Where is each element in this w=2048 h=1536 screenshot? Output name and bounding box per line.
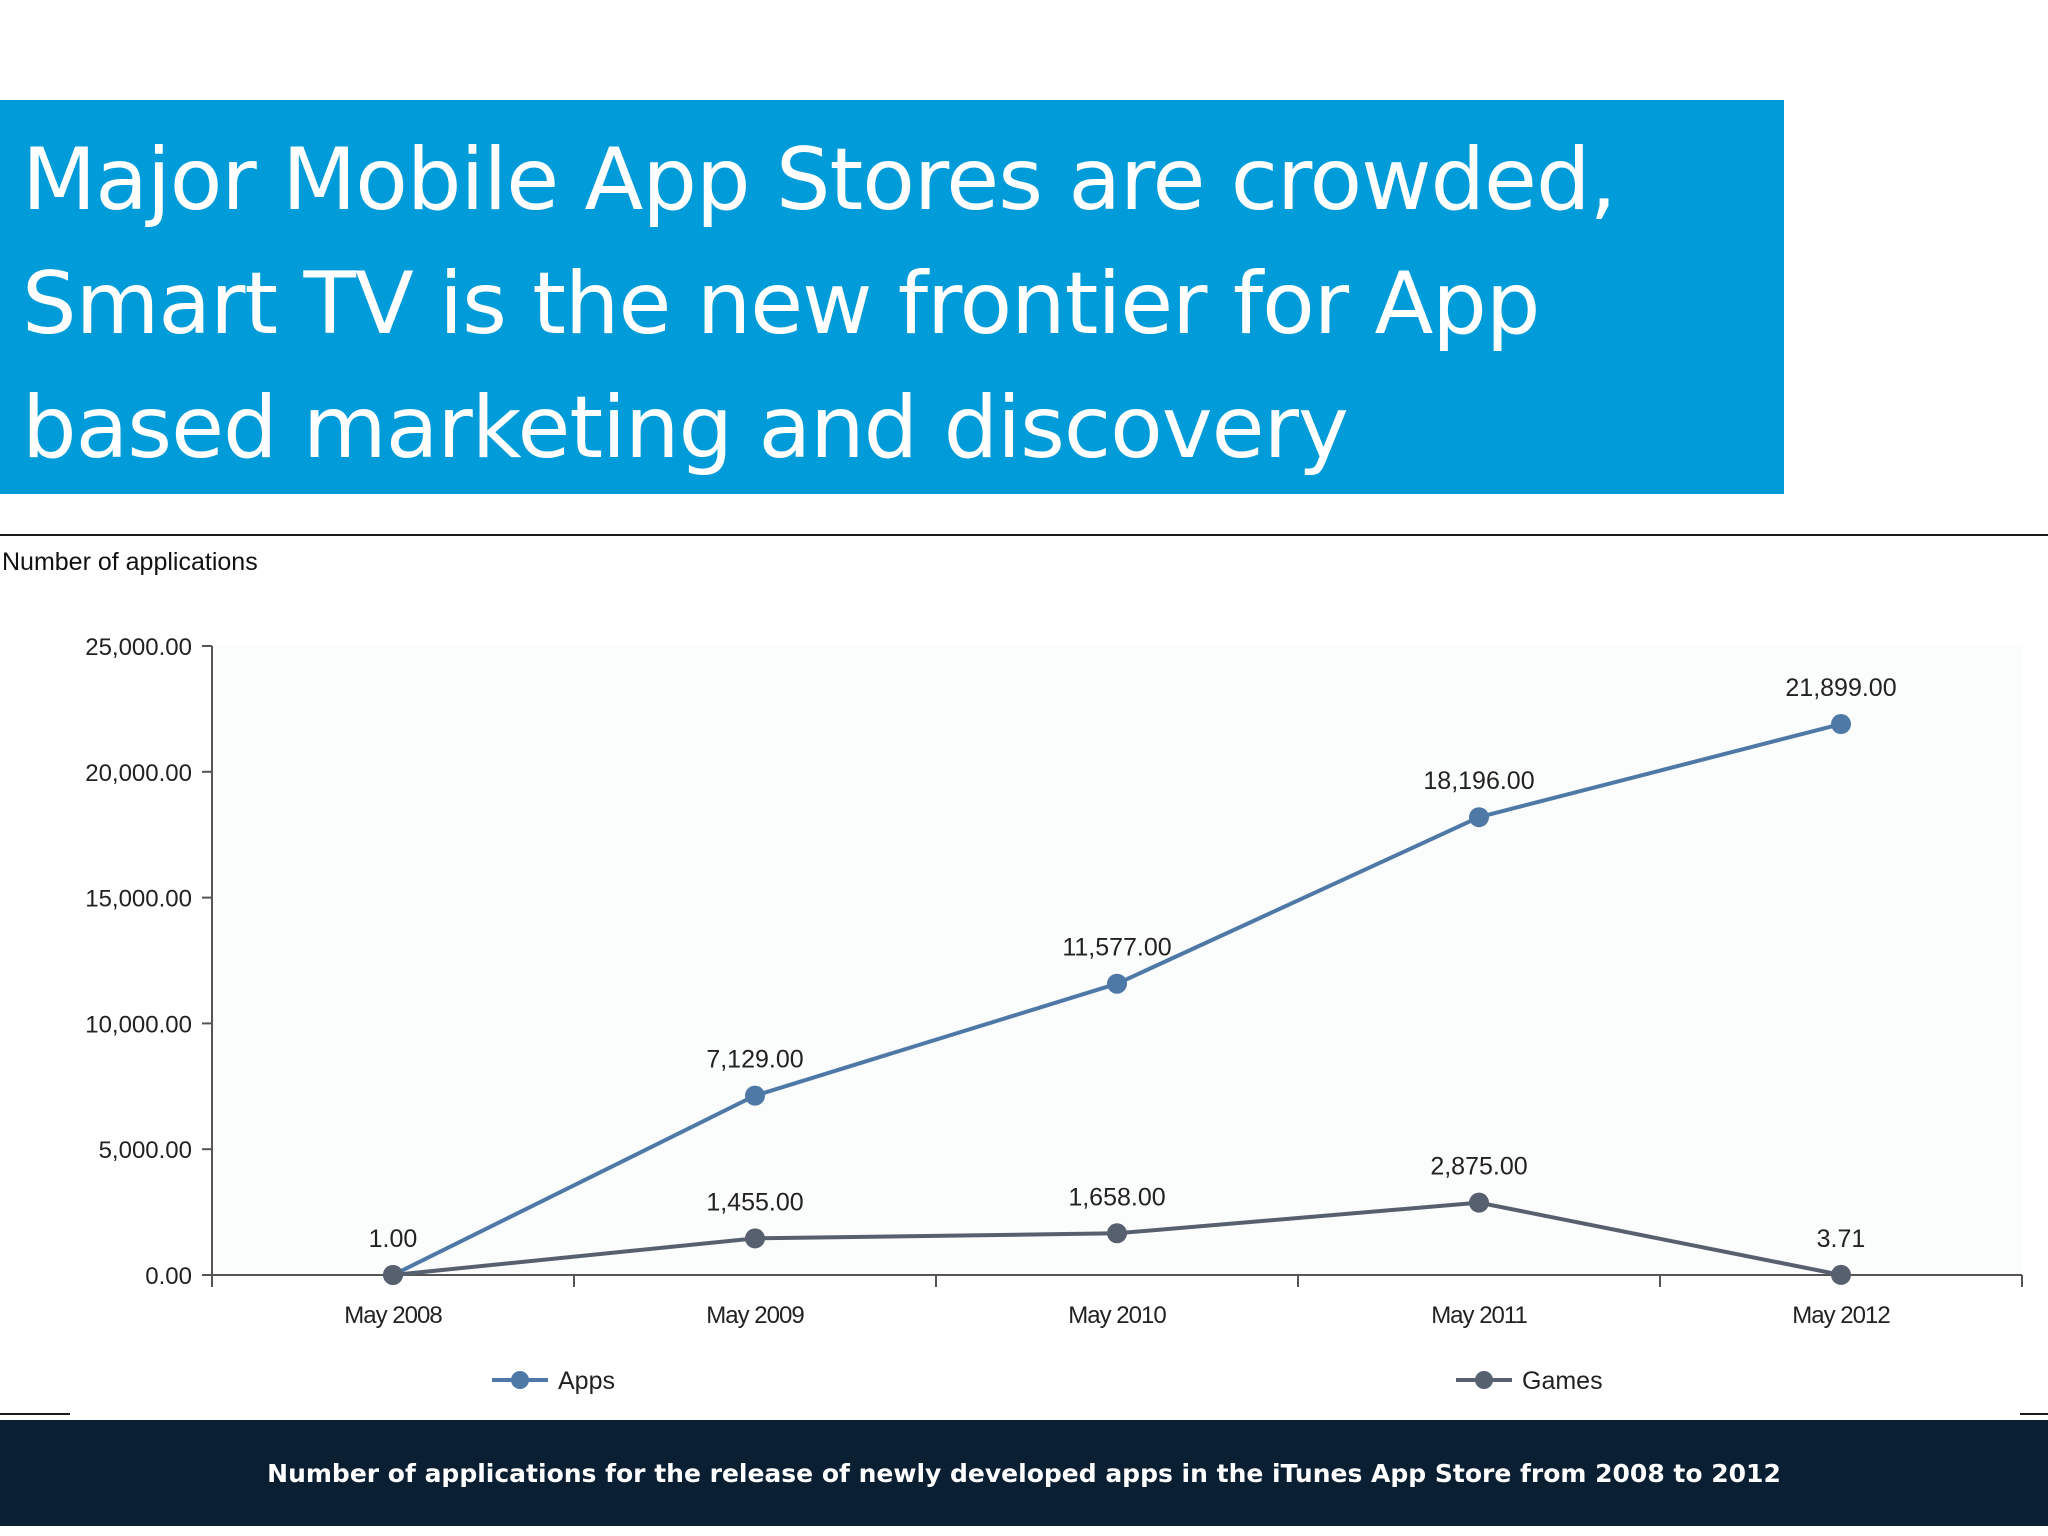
data-point: [383, 1264, 403, 1285]
y-tick-label: 5,000.00: [99, 1137, 192, 1164]
legend-swatch-marker: [1475, 1371, 1493, 1389]
plot-area: [212, 646, 2022, 1275]
x-tick-label: May 2009: [706, 1302, 804, 1329]
data-point: [1831, 714, 1851, 735]
data-point: [1831, 1264, 1851, 1285]
data-label: 1,658.00: [1068, 1183, 1165, 1211]
footer-caption: Number of applications for the release o…: [267, 1458, 1781, 1488]
data-label: 18,196.00: [1423, 767, 1534, 795]
data-label: 7,129.00: [706, 1046, 803, 1074]
data-point: [745, 1085, 765, 1106]
x-tick-label: May 2011: [1431, 1302, 1527, 1329]
x-tick-label: May 2012: [1792, 1302, 1890, 1329]
divider-bottom-right: [2020, 1413, 2048, 1415]
title-banner: Major Mobile App Stores are crowded, Sma…: [0, 100, 1784, 494]
title-line-3: based marketing and discovery: [22, 378, 1349, 478]
x-tick-label: May 2010: [1068, 1302, 1166, 1329]
footer-bar: Number of applications for the release o…: [0, 1420, 2048, 1526]
y-tick-label: 10,000.00: [85, 1011, 192, 1038]
data-label: 1.00: [369, 1225, 418, 1253]
legend-swatch-marker: [511, 1371, 529, 1389]
data-label: 2,875.00: [1430, 1153, 1527, 1181]
line-chart: 0.00 5,000.00 10,000.00 15,000.00 20,000.00 2…: [85, 634, 2023, 1395]
y-tick-label: 0.00: [145, 1263, 192, 1290]
y-tick-label: 15,000.00: [85, 886, 192, 913]
data-point: [1469, 1192, 1489, 1213]
title-line-1: Major Mobile App Stores are crowded,: [22, 130, 1617, 230]
data-point: [1469, 807, 1489, 828]
data-label: 21,899.00: [1785, 674, 1896, 702]
y-tick-label: 20,000.00: [85, 760, 192, 787]
data-label: 1,455.00: [706, 1188, 803, 1216]
legend-label: Apps: [558, 1367, 615, 1395]
data-point: [745, 1228, 765, 1249]
data-label: 11,577.00: [1062, 934, 1171, 962]
y-axis-title: Number of applications: [2, 548, 258, 576]
x-tick-label: May 2008: [344, 1302, 442, 1329]
divider-bottom-left: [0, 1413, 70, 1415]
data-point: [1107, 973, 1127, 994]
legend-label: Games: [1522, 1367, 1603, 1395]
divider-top: [0, 534, 2048, 536]
data-label: 3.71: [1817, 1225, 1866, 1253]
y-tick-label: 25,000.00: [85, 634, 192, 661]
data-point: [1107, 1223, 1127, 1244]
title-line-2: Smart TV is the new frontier for App: [22, 254, 1540, 354]
